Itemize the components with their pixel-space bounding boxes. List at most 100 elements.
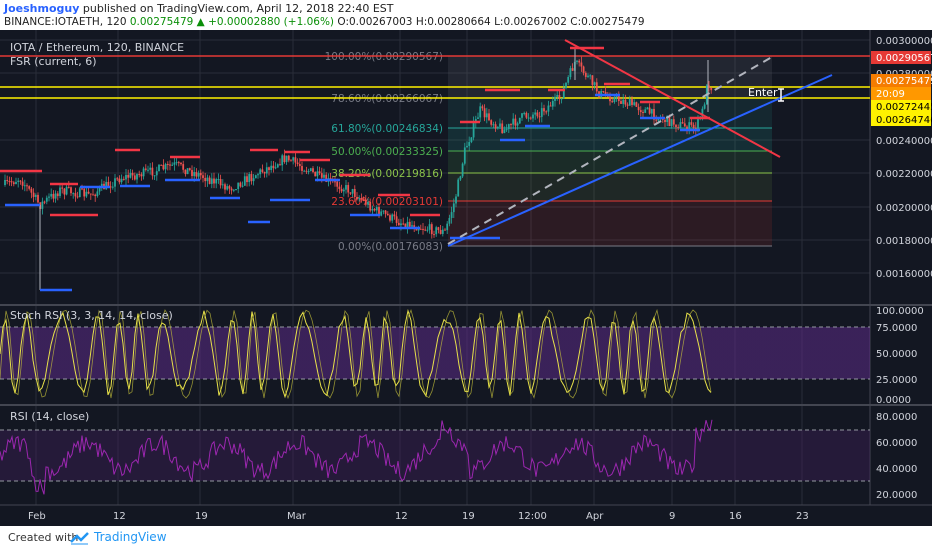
- stoch-rsi-pane[interactable]: Stoch RSI (3, 3, 14, 14, close) 100.0000…: [0, 306, 924, 406]
- candle-body: [54, 193, 57, 199]
- candle-body: [177, 162, 180, 164]
- candle-body: [683, 123, 686, 127]
- tradingview-brand-link[interactable]: TradingView: [94, 530, 167, 544]
- candle-body: [268, 167, 270, 171]
- candle-body: [153, 175, 156, 177]
- candle-body: [89, 193, 92, 195]
- yellow-levels[interactable]: [0, 86, 870, 99]
- fib-label-786: 78.60%(0.00266067): [331, 93, 443, 105]
- candle-body: [697, 116, 699, 130]
- candle-body: [589, 75, 592, 77]
- rsi-tick: 60.0000: [876, 438, 917, 449]
- candle-body: [406, 221, 409, 229]
- candle-body: [428, 224, 431, 230]
- candle-body: [565, 82, 567, 88]
- candle-body: [672, 119, 675, 125]
- price-axis[interactable]: 0.00300000 0.00280000 0.00240000 0.00220…: [876, 36, 932, 280]
- candle-body: [457, 179, 460, 197]
- candle-body: [358, 197, 361, 200]
- candle-body: [250, 174, 253, 182]
- candle-body: [246, 176, 248, 183]
- candle-body: [455, 196, 457, 204]
- x-tick: Mar: [287, 511, 307, 522]
- candle-body: [263, 171, 266, 174]
- candle-body: [197, 172, 200, 177]
- candle-body: [679, 122, 682, 129]
- candle-body: [670, 119, 673, 127]
- candle-body: [114, 178, 116, 187]
- candle-body: [182, 164, 185, 170]
- candle-body: [578, 60, 581, 63]
- candle-body: [514, 118, 517, 126]
- blue-trendline[interactable]: [447, 74, 833, 247]
- candle-body: [120, 178, 123, 183]
- candle-body: [226, 186, 229, 190]
- candle-body: [485, 113, 488, 118]
- candle-body: [655, 119, 658, 121]
- candle-body: [340, 188, 343, 192]
- candle-body: [580, 62, 583, 67]
- candle-body: [527, 117, 530, 119]
- author-link[interactable]: Joeshmoguy: [4, 2, 80, 15]
- candle-body: [360, 197, 363, 200]
- candle-body: [701, 108, 704, 117]
- chart-area[interactable]: 100.00%(0.00290567) 78.60%(0.00266067) 6…: [0, 30, 932, 526]
- candle-body: [109, 186, 112, 188]
- x-tick: Apr: [586, 511, 604, 522]
- candle-body: [279, 164, 281, 166]
- candle-body: [307, 171, 310, 173]
- candle-body: [224, 184, 226, 190]
- candle-body: [294, 157, 297, 163]
- candle-body: [439, 230, 442, 234]
- chart-svg[interactable]: 100.00%(0.00290567) 78.60%(0.00266067) 6…: [0, 30, 932, 526]
- candle-body: [4, 180, 6, 185]
- candle-body: [650, 108, 653, 114]
- x-tick: Feb: [28, 511, 46, 522]
- candle-body: [136, 174, 138, 180]
- candle-body: [74, 193, 77, 197]
- fsr-levels: [0, 46, 710, 292]
- publish-line: Joeshmoguy published on TradingView.com,…: [4, 2, 394, 15]
- candle-body: [237, 182, 240, 190]
- candle-body: [686, 126, 688, 131]
- candle-body: [10, 181, 13, 183]
- red-trendline[interactable]: [564, 39, 781, 158]
- candle-body: [547, 105, 550, 112]
- candle-body: [206, 177, 209, 182]
- candle-body: [261, 169, 264, 172]
- candle-body: [72, 193, 75, 195]
- candle-body: [494, 124, 497, 129]
- candle-body: [708, 85, 710, 88]
- candle-body: [173, 162, 176, 165]
- candle-body: [259, 169, 262, 175]
- candle-body: [510, 124, 512, 126]
- arrow-up-icon: ▲: [196, 16, 205, 28]
- candle-body: [463, 147, 466, 164]
- candle-body: [76, 196, 79, 198]
- stoch-tick: 75.0000: [876, 323, 917, 334]
- change-value: +0.00002880 (+1.06%): [208, 16, 335, 28]
- time-axis[interactable]: Feb 12 19 Mar 12 19 12:00 Apr 9 16 23: [28, 511, 809, 522]
- candle-body: [208, 177, 211, 184]
- low-value: L:0.00267002: [494, 16, 567, 28]
- candle-body: [184, 169, 187, 175]
- tradingview-logo-icon[interactable]: [70, 530, 90, 549]
- candle-body: [325, 174, 328, 182]
- white-dashed-trendline[interactable]: [447, 56, 773, 245]
- candle-body: [85, 191, 88, 197]
- candle-body: [298, 163, 301, 167]
- stoch-d-line: [0, 308, 712, 400]
- candle-body: [536, 112, 539, 117]
- candle-body: [175, 162, 178, 164]
- candle-body: [125, 174, 127, 180]
- candle-body: [118, 178, 121, 183]
- candle-body: [219, 179, 222, 186]
- candle-body: [241, 185, 244, 187]
- candle-body: [129, 172, 132, 178]
- candle-body: [415, 228, 418, 231]
- rsi-pane[interactable]: RSI (14, close) 80.0000 60.0000 40.0000 …: [0, 410, 917, 501]
- y-tick: 0.00240000: [876, 136, 932, 147]
- candle-body: [254, 175, 257, 179]
- candle-body: [191, 170, 193, 177]
- rsi-tick: 20.0000: [876, 490, 917, 501]
